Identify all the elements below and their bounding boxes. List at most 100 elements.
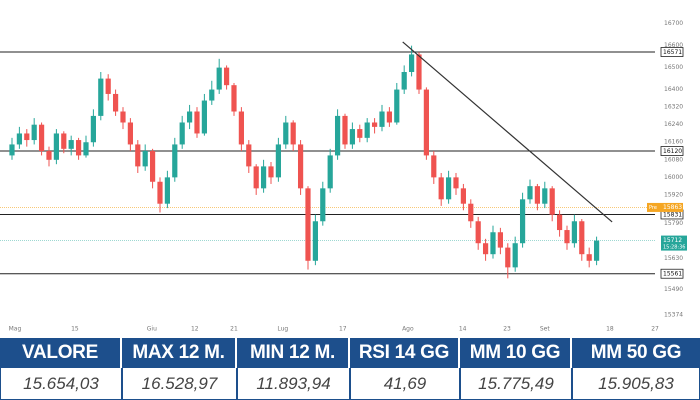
candle-body bbox=[453, 177, 459, 189]
table-header: MAX 12 M. bbox=[122, 338, 237, 368]
table-header: MM 50 GG bbox=[572, 338, 700, 368]
candle-body bbox=[142, 151, 148, 167]
candle-body bbox=[534, 186, 540, 204]
last-price-label: 15712 bbox=[663, 237, 682, 244]
candle-body bbox=[312, 221, 318, 261]
stats-table: VALORE MAX 12 M. MIN 12 M. RSI 14 GG MM … bbox=[0, 338, 700, 400]
x-tick-label: 18 bbox=[606, 326, 614, 333]
table-header: MIN 12 M. bbox=[237, 338, 350, 368]
table-cell: 11.893,94 bbox=[237, 368, 350, 400]
candle-body bbox=[357, 129, 363, 138]
candle-body bbox=[253, 166, 259, 189]
candle-body bbox=[556, 214, 563, 231]
candle-body bbox=[342, 115, 348, 145]
table-header: RSI 14 GG bbox=[350, 338, 460, 368]
y-tick-label: 15920 bbox=[664, 191, 683, 198]
candle-body bbox=[542, 188, 548, 204]
trendline bbox=[402, 41, 613, 223]
candle-body bbox=[223, 67, 230, 86]
x-tick-label: Mag bbox=[9, 326, 22, 333]
candle-body bbox=[83, 142, 89, 156]
candle-body bbox=[268, 166, 274, 178]
candle-body bbox=[90, 115, 96, 143]
pre-market-tag: Pre bbox=[649, 205, 657, 211]
candle-body bbox=[231, 85, 237, 112]
candle-body bbox=[31, 124, 37, 141]
x-tick-label: 17 bbox=[339, 326, 347, 333]
table-cell: 15.905,83 bbox=[572, 368, 700, 400]
x-tick-label: 21 bbox=[230, 326, 238, 333]
candle-body bbox=[564, 230, 570, 244]
candle-body bbox=[179, 122, 185, 145]
level-label: 15561 bbox=[663, 271, 682, 278]
x-tick-label: 15 bbox=[71, 326, 79, 333]
candle-body bbox=[512, 243, 518, 268]
candle-body bbox=[186, 111, 193, 123]
candle-body bbox=[305, 188, 311, 261]
candle-body bbox=[497, 232, 503, 248]
candle-body bbox=[438, 177, 444, 200]
candle-body bbox=[423, 89, 429, 156]
candle-body bbox=[157, 181, 163, 204]
candle-body bbox=[297, 144, 304, 189]
candle-body bbox=[571, 221, 577, 244]
last-price-time: 15:28:36 bbox=[663, 245, 685, 251]
candle-body bbox=[371, 122, 378, 127]
candle-body bbox=[349, 129, 355, 145]
y-tick-label: 16160 bbox=[664, 139, 683, 146]
candle-body bbox=[105, 78, 111, 94]
candle-body bbox=[394, 89, 400, 123]
candle-body bbox=[445, 177, 452, 200]
candle-body bbox=[209, 89, 215, 101]
x-tick-label: 27 bbox=[651, 326, 659, 333]
x-tick-label: Ago bbox=[402, 326, 414, 333]
candle-body bbox=[75, 140, 82, 156]
candle-body bbox=[416, 54, 422, 90]
candle-body bbox=[482, 243, 489, 255]
candle-body bbox=[519, 199, 526, 244]
candle-body bbox=[460, 188, 466, 204]
y-tick-label: 16320 bbox=[664, 104, 683, 111]
candle-body bbox=[9, 144, 15, 156]
candle-body bbox=[334, 115, 341, 156]
level-label: 16571 bbox=[663, 49, 682, 56]
y-tick-label: 16500 bbox=[664, 64, 683, 71]
candle-body bbox=[379, 111, 385, 127]
last-price-box bbox=[661, 235, 687, 251]
y-tick-label: 16700 bbox=[664, 20, 683, 27]
y-tick-label: 15790 bbox=[664, 220, 683, 227]
x-tick-label: Lug bbox=[277, 326, 288, 333]
candle-body bbox=[112, 93, 119, 112]
table-cell: 41,69 bbox=[350, 368, 460, 400]
candle-body bbox=[172, 144, 178, 178]
candle-body bbox=[579, 221, 585, 255]
candle-body bbox=[401, 72, 407, 90]
candle-body bbox=[246, 144, 252, 167]
candle-body bbox=[201, 100, 207, 134]
candle-body bbox=[164, 177, 170, 204]
candle-body bbox=[68, 140, 74, 149]
pre-market-box bbox=[647, 202, 683, 212]
candle-body bbox=[408, 54, 415, 72]
candle-body bbox=[586, 254, 592, 261]
candle-body bbox=[505, 247, 511, 268]
y-tick-label: 16000 bbox=[664, 174, 683, 181]
y-tick-label: 15630 bbox=[664, 255, 683, 262]
level-box bbox=[660, 268, 684, 279]
table-cell: 15.775,49 bbox=[460, 368, 572, 400]
candle-body bbox=[275, 144, 281, 178]
candle-body bbox=[431, 155, 437, 178]
x-tick-label: 12 bbox=[191, 326, 199, 333]
y-tick-label: 16600 bbox=[664, 42, 683, 49]
candle-body bbox=[98, 78, 104, 116]
y-tick-label: 15490 bbox=[664, 286, 683, 293]
candle-body bbox=[290, 122, 296, 145]
candle-body bbox=[327, 155, 333, 189]
candle-body bbox=[194, 111, 200, 134]
candle-body bbox=[283, 122, 289, 145]
candle-body bbox=[238, 111, 244, 145]
y-tick-label: 16240 bbox=[664, 121, 683, 128]
x-tick-label: 14 bbox=[459, 326, 467, 333]
table-header: VALORE bbox=[0, 338, 122, 368]
candle-body bbox=[127, 122, 133, 145]
